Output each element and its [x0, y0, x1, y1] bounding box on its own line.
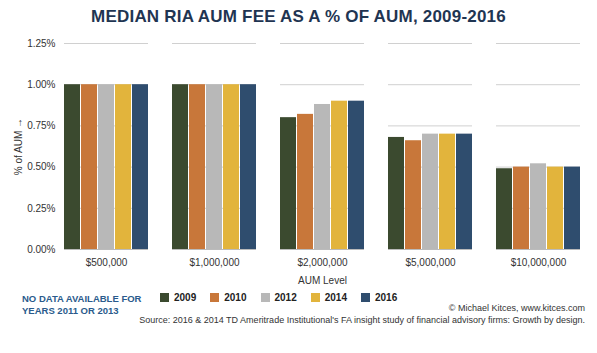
- svg-text:1.00%: 1.00%: [27, 79, 55, 90]
- html-text:2014: 2014: [324, 292, 347, 303]
- html-text:© Michael Kitces, www.kitces.c: © Michael Kitces, www.kitces.com: [448, 303, 585, 313]
- svg-text:$1,000,000: $1,000,000: [189, 257, 239, 268]
- svg-text:0.00%: 0.00%: [27, 244, 55, 255]
- html-text:NO DATA AVAILABLE FOR YEARS 20: NO DATA AVAILABLE FOR YEARS 2011 OR 2013: [22, 293, 142, 316]
- html-text:2010: 2010: [224, 292, 247, 303]
- html-text:2016: 2016: [375, 292, 398, 303]
- html-text:2012: 2012: [274, 292, 297, 303]
- html-text:Source: 2016 & 2014 TD Ameritr: Source: 2016 & 2014 TD Ameritrade Instit…: [139, 315, 585, 325]
- svg-text:% of AUM →: % of AUM →: [13, 118, 24, 175]
- svg-text:$2,000,000: $2,000,000: [297, 257, 347, 268]
- svg-text:$10,000,000: $10,000,000: [511, 257, 567, 268]
- svg-text:1.25%: 1.25%: [27, 38, 55, 49]
- html-text:2009: 2009: [174, 292, 197, 303]
- svg-text:0.75%: 0.75%: [27, 120, 55, 131]
- html-text:MEDIAN RIA AUM FEE AS A % OF A: MEDIAN RIA AUM FEE AS A % OF AUM, 2009-2…: [91, 7, 506, 26]
- svg-text:0.50%: 0.50%: [27, 161, 55, 172]
- svg-text:0.25%: 0.25%: [27, 203, 55, 214]
- svg-text:AUM Level: AUM Level: [298, 275, 347, 286]
- svg-text:$5,000,000: $5,000,000: [405, 257, 455, 268]
- svg-text:$500,000: $500,000: [86, 257, 128, 268]
